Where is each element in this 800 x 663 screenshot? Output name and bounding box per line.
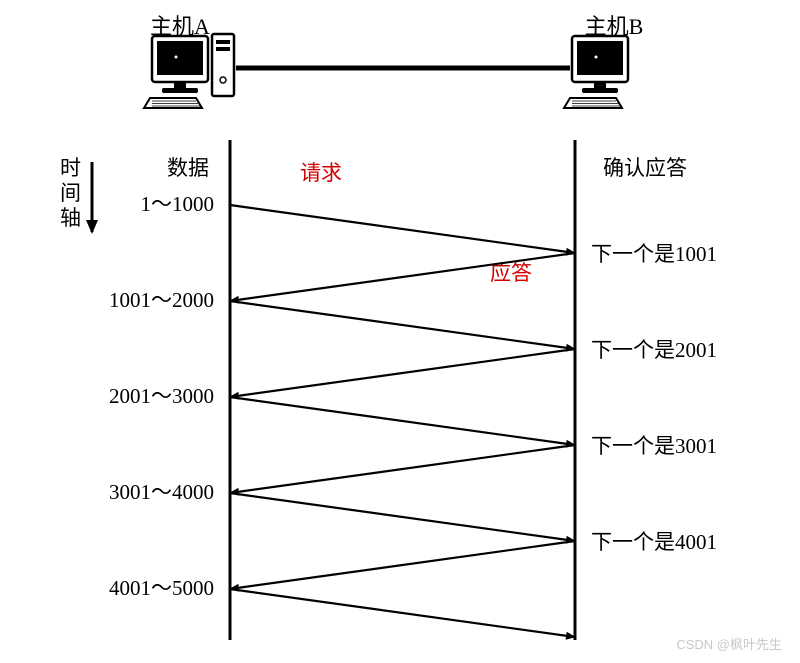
- request-label: 请求: [300, 161, 342, 185]
- time-axis-char-2: 间: [60, 181, 81, 205]
- ack-arrow: [230, 541, 575, 589]
- data-range-label: 1～1000: [141, 192, 215, 216]
- send-arrow: [230, 301, 575, 349]
- time-axis-char-1: 时: [60, 156, 81, 180]
- ack-arrow: [230, 349, 575, 397]
- ack-label: 下一个是4001: [591, 530, 717, 554]
- ack-column-label: 确认应答: [603, 156, 687, 180]
- time-axis-char-3: 轴: [60, 206, 81, 230]
- diagram-canvas: 主机A主机B时间轴数据确认应答请求应答1～1000下一个是10011001～20…: [0, 0, 800, 663]
- data-range-label: 3001～4000: [109, 480, 214, 504]
- ack-label: 下一个是2001: [591, 338, 717, 362]
- data-range-label: 2001～3000: [109, 384, 214, 408]
- send-arrow: [230, 205, 575, 253]
- data-column-label: 数据: [167, 156, 209, 180]
- send-arrow: [230, 493, 575, 541]
- data-range-label: 1001～2000: [109, 288, 214, 312]
- ack-label: 下一个是1001: [591, 242, 717, 266]
- ack-arrow: [230, 445, 575, 493]
- send-arrow: [230, 397, 575, 445]
- send-arrow: [230, 589, 575, 637]
- monitor-screen: [157, 41, 203, 75]
- monitor-screen: [577, 41, 623, 75]
- watermark: CSDN @枫叶先生: [676, 634, 782, 653]
- data-range-label: 4001～5000: [109, 576, 214, 600]
- diagram-svg: 主机A主机B时间轴数据确认应答请求应答1～1000下一个是10011001～20…: [0, 0, 800, 663]
- ack-label: 下一个是3001: [591, 434, 717, 458]
